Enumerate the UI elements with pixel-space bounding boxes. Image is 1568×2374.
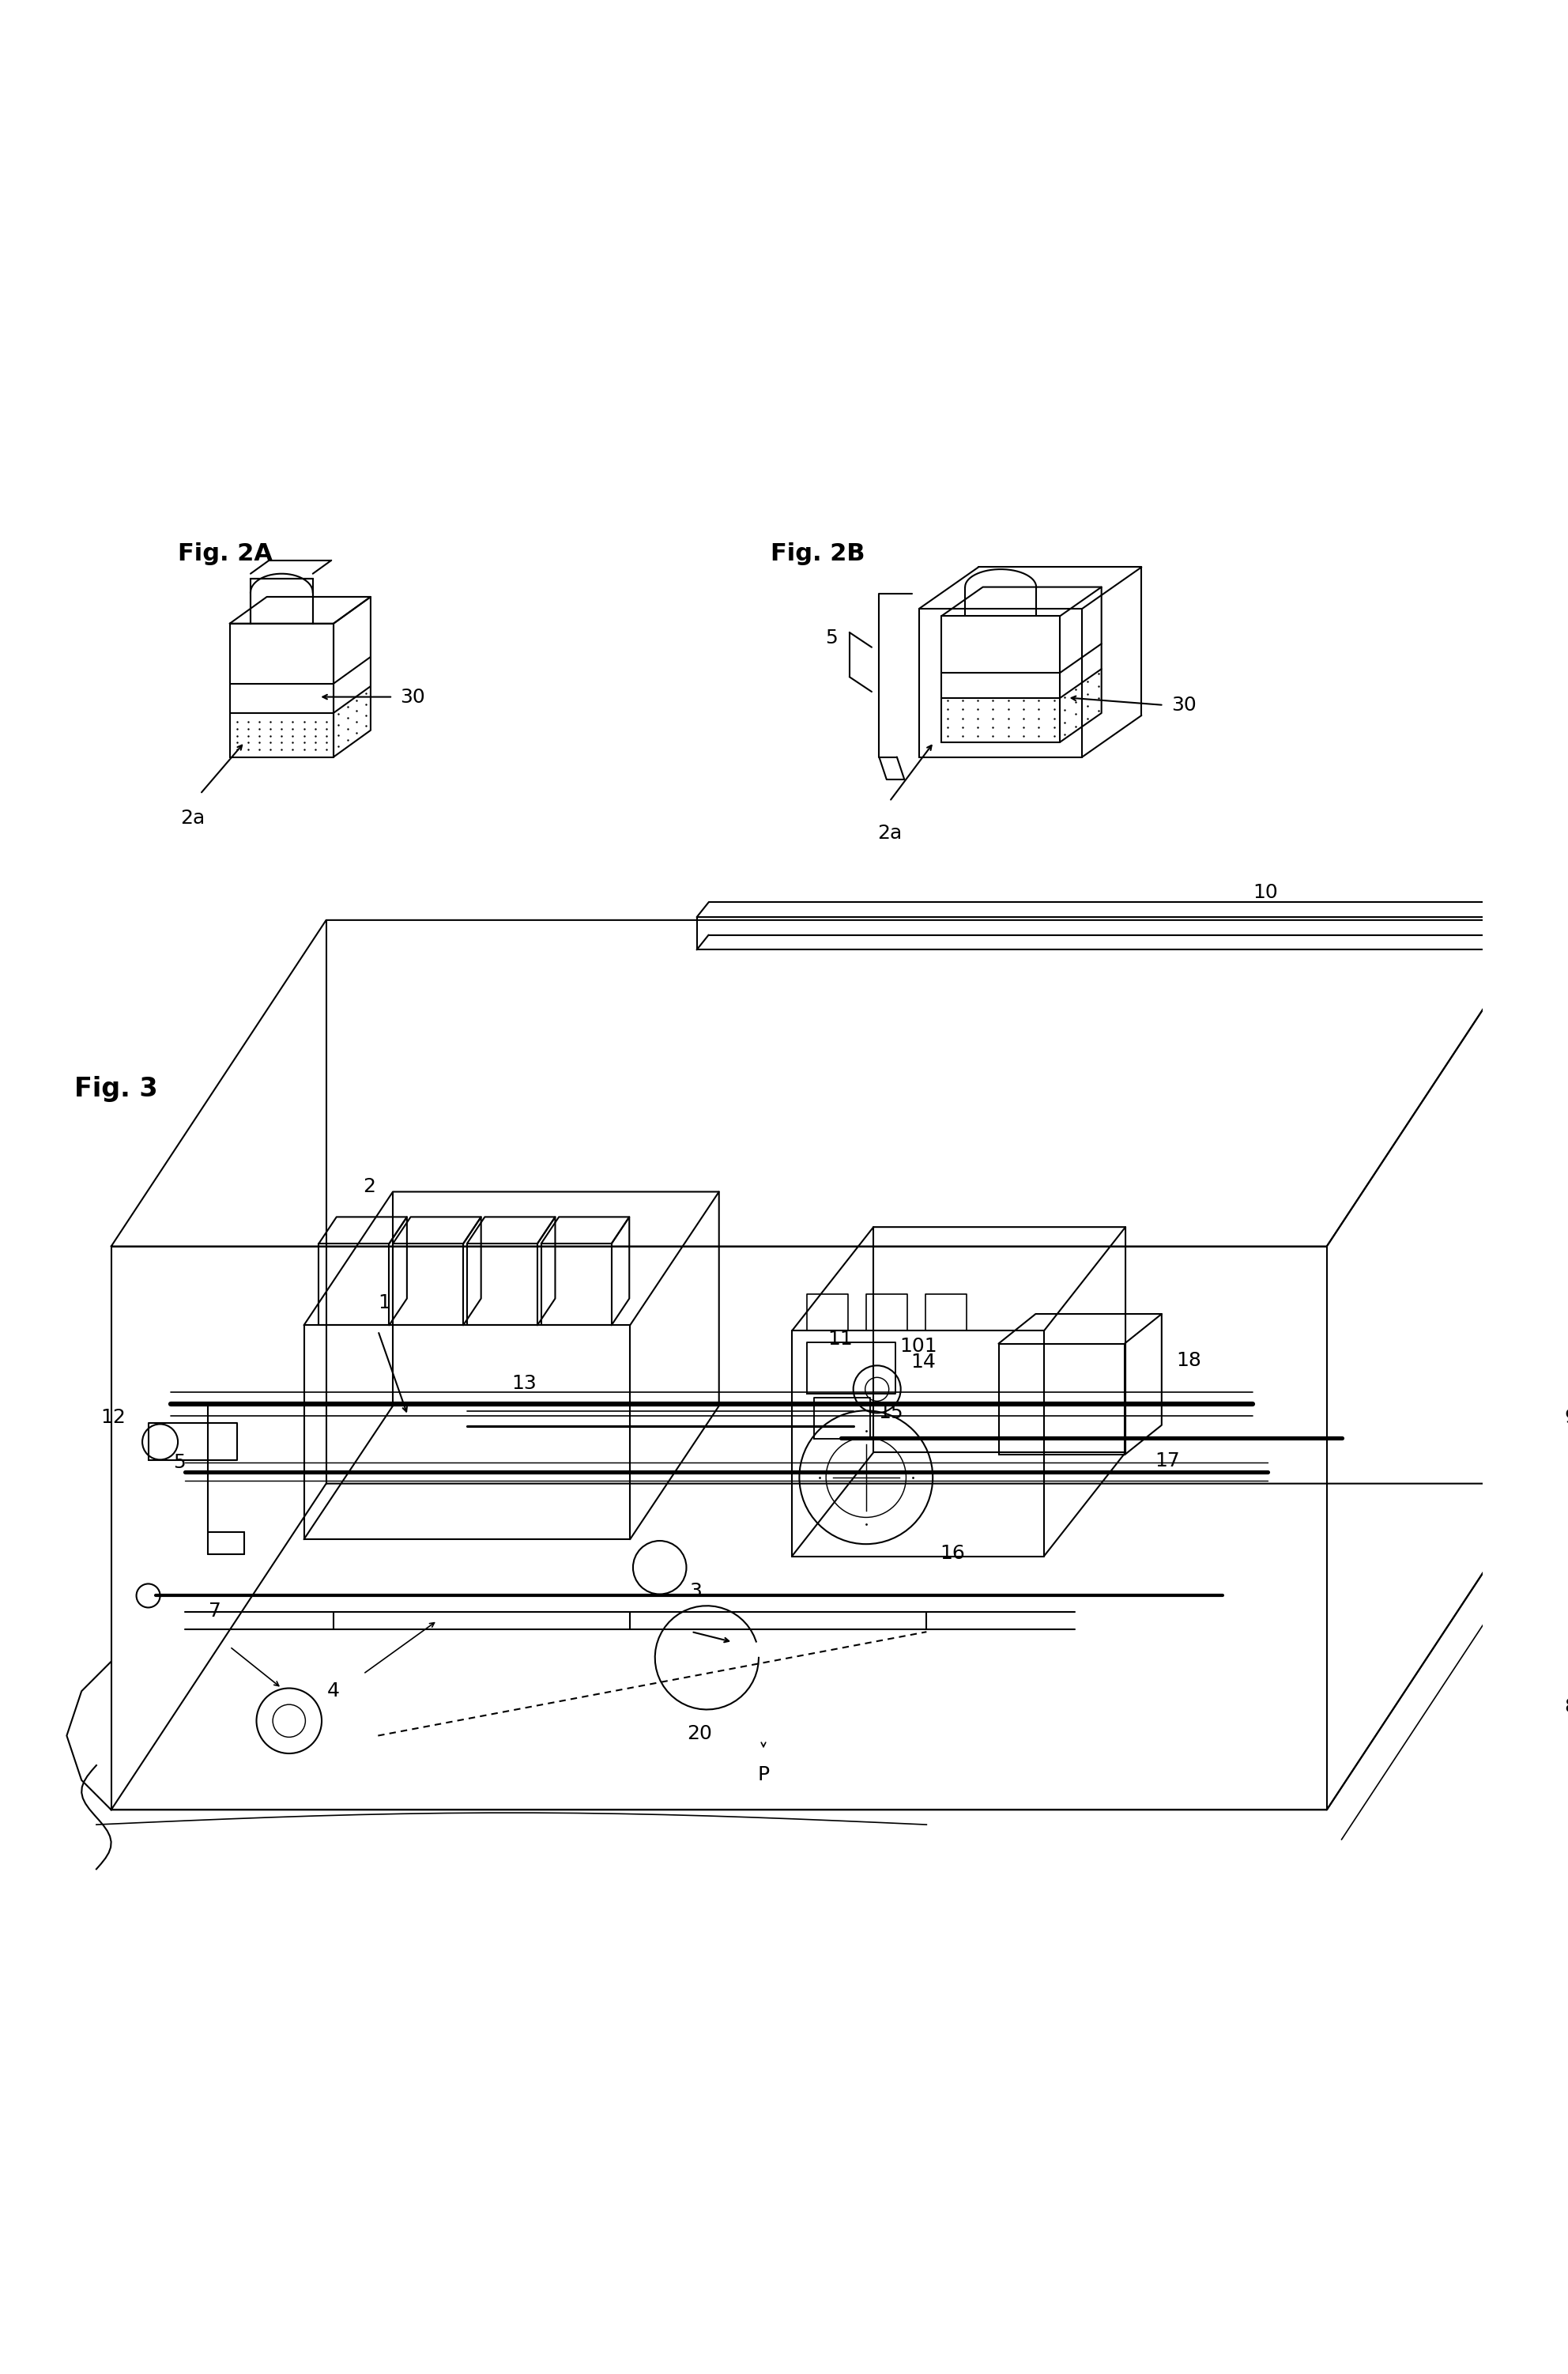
Text: P: P (757, 1766, 770, 1785)
Text: 17: 17 (1156, 1451, 1181, 1470)
Text: 11: 11 (828, 1329, 853, 1348)
Text: 4: 4 (328, 1681, 340, 1700)
Text: 30: 30 (400, 688, 425, 707)
Text: 101: 101 (900, 1337, 938, 1356)
Text: Fig. 3: Fig. 3 (74, 1075, 158, 1102)
Text: 30: 30 (1171, 696, 1196, 715)
Text: 2a: 2a (180, 810, 205, 829)
Text: 12: 12 (100, 1408, 125, 1427)
Text: 15: 15 (878, 1403, 903, 1422)
Text: 5: 5 (825, 629, 837, 648)
Text: 10: 10 (1253, 883, 1278, 902)
Text: 16: 16 (941, 1543, 966, 1562)
Text: 3: 3 (690, 1581, 702, 1600)
Text: 5: 5 (172, 1453, 185, 1472)
Text: 1: 1 (378, 1294, 390, 1313)
Text: 14: 14 (911, 1353, 936, 1372)
Text: 13: 13 (511, 1375, 536, 1394)
Text: 2: 2 (364, 1178, 376, 1196)
Text: 2a: 2a (877, 824, 902, 843)
Text: 7: 7 (209, 1602, 221, 1621)
Text: Fig. 2A: Fig. 2A (177, 541, 273, 565)
Text: 18: 18 (1176, 1351, 1201, 1370)
Text: 8: 8 (1563, 1697, 1568, 1716)
Text: Fig. 2B: Fig. 2B (771, 541, 866, 565)
Text: 9: 9 (1563, 1408, 1568, 1427)
Text: 20: 20 (687, 1724, 712, 1743)
